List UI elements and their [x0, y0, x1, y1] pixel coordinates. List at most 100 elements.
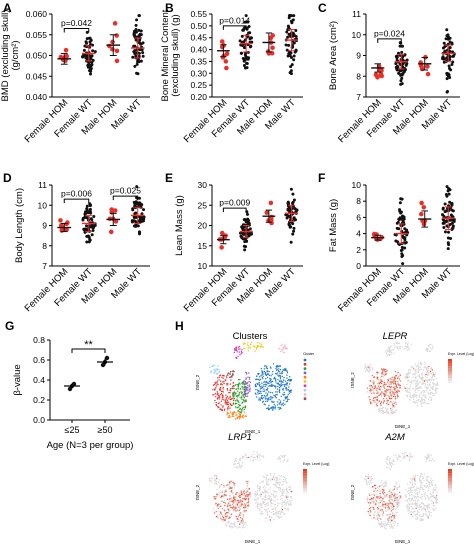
cell-point — [374, 495, 376, 497]
cell-point — [387, 403, 389, 406]
cell-point — [269, 495, 272, 497]
cell-point — [223, 399, 225, 401]
cell-point — [245, 377, 247, 379]
cell-point — [227, 503, 229, 505]
cell-point — [237, 400, 240, 402]
cell-point — [271, 380, 274, 383]
data-point — [219, 230, 225, 236]
data-point — [140, 203, 144, 207]
cell-point — [208, 477, 211, 480]
cell-point — [276, 401, 279, 403]
cell-point — [383, 392, 385, 395]
cell-point — [392, 391, 395, 393]
cell-point — [240, 391, 242, 393]
cell-point — [419, 509, 421, 511]
cell-point — [214, 399, 216, 402]
cell-point — [258, 390, 260, 392]
tsne-y-label: tSNE_2 — [195, 374, 200, 390]
cell-point — [283, 379, 285, 381]
cell-point — [229, 373, 231, 376]
cell-point — [408, 487, 410, 489]
cell-point — [280, 491, 283, 493]
cell-point — [396, 487, 398, 489]
cell-point — [243, 396, 245, 399]
cell-point — [262, 346, 264, 348]
cell-point — [230, 491, 233, 493]
legend-gradient-step — [448, 366, 452, 369]
cell-point — [392, 501, 394, 503]
data-point — [245, 219, 249, 223]
cell-point — [367, 480, 370, 483]
cell-point — [422, 515, 424, 517]
cell-point — [383, 526, 386, 529]
cell-point — [429, 482, 431, 484]
cell-point — [287, 379, 289, 382]
cell-point — [281, 372, 283, 375]
cell-point — [369, 385, 371, 387]
panel-letter: D — [3, 171, 12, 185]
cell-point — [425, 486, 428, 488]
cell-point — [260, 510, 263, 513]
cell-point — [260, 343, 262, 345]
cell-point — [286, 377, 288, 379]
cell-point — [390, 491, 393, 494]
cell-point — [280, 510, 282, 512]
cell-point — [381, 502, 384, 505]
cell-point — [239, 378, 241, 381]
data-point — [295, 208, 299, 212]
cell-point — [380, 526, 382, 528]
cell-point — [378, 522, 380, 524]
cell-point — [430, 368, 432, 370]
cell-point — [271, 407, 273, 409]
cell-point — [363, 367, 366, 370]
cell-point — [279, 498, 282, 500]
cell-point — [430, 499, 432, 502]
cell-point — [383, 494, 385, 496]
cell-point — [390, 350, 392, 352]
cell-point — [257, 498, 260, 500]
cell-point — [369, 481, 371, 483]
cell-point — [417, 375, 419, 377]
cell-point — [275, 478, 278, 480]
cell-point — [272, 503, 274, 505]
data-point — [448, 46, 452, 50]
cell-point — [288, 398, 290, 401]
cell-point — [421, 377, 423, 380]
cell-point — [230, 525, 232, 528]
cell-point — [387, 521, 389, 523]
cell-point — [279, 377, 282, 379]
cell-point — [233, 395, 235, 397]
cell-point — [245, 482, 248, 484]
cell-point — [286, 382, 288, 384]
cell-point — [261, 480, 263, 483]
cell-point — [395, 374, 397, 377]
cell-point — [280, 350, 282, 353]
cell-point — [284, 348, 286, 350]
cell-point — [426, 475, 428, 478]
legend-swatch — [303, 384, 307, 388]
cell-point — [416, 504, 418, 507]
cell-point — [262, 480, 265, 482]
cell-point — [387, 410, 389, 412]
cell-point — [411, 483, 414, 485]
cell-point — [408, 347, 411, 350]
cell-point — [266, 478, 268, 480]
cell-point — [423, 390, 426, 392]
cell-point — [434, 509, 436, 511]
cell-point — [248, 376, 251, 379]
cell-point — [267, 508, 269, 510]
cell-point — [391, 393, 393, 395]
cell-point — [260, 455, 262, 457]
data-point — [448, 55, 452, 59]
tsne-x-label: tSNE_1 — [245, 539, 261, 544]
cell-point — [410, 513, 412, 516]
cell-point — [380, 382, 383, 385]
cell-point — [409, 452, 411, 455]
cell-point — [425, 482, 428, 485]
cell-point — [241, 458, 243, 460]
cell-point — [434, 389, 436, 391]
cell-point — [283, 351, 286, 354]
cell-point — [281, 375, 283, 378]
cell-point — [213, 368, 215, 370]
cell-point — [250, 459, 252, 461]
